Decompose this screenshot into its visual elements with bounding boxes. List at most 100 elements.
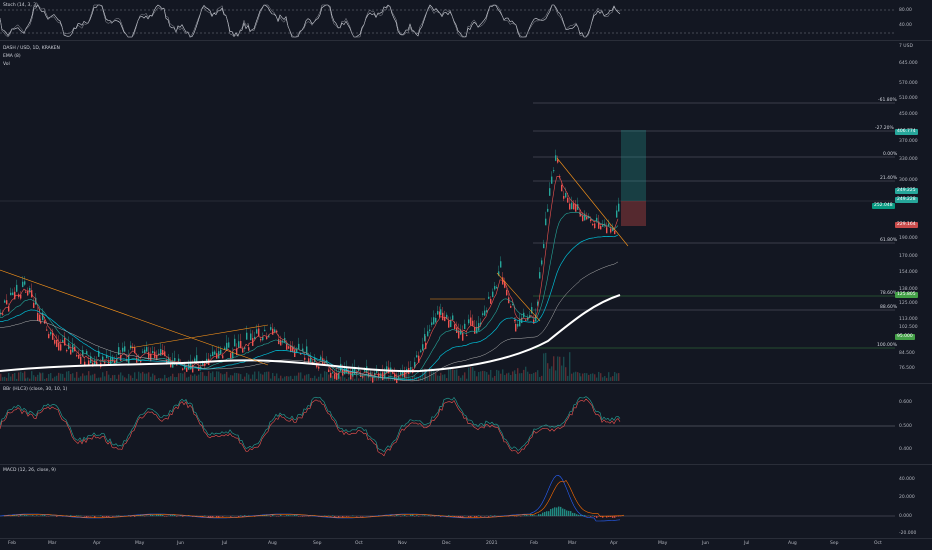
- price-tag: 95.000: [895, 334, 915, 340]
- volume-bar: [8, 372, 10, 381]
- macd-histogram-bar: [288, 515, 290, 516]
- macd-chart: [0, 474, 895, 522]
- volume-bar: [557, 356, 559, 381]
- volume-bar: [374, 377, 376, 381]
- volume-bar: [470, 366, 472, 381]
- pane-separator[interactable]: [0, 383, 932, 384]
- macd-pane[interactable]: MACD (12, 26, close, 9): [0, 465, 895, 538]
- volume-bar: [592, 373, 594, 381]
- price-axis[interactable]: 7 USD 645.000 570.000 510.000 450.000 370.000…: [872, 41, 932, 382]
- stoch-title: Stoch (14, 3, 3): [3, 3, 38, 8]
- volume-bar: [594, 374, 596, 381]
- bbr-axis[interactable]: 0.600 0.500 0.400: [895, 384, 932, 464]
- month-label: Aug: [268, 541, 277, 546]
- bbr-pane[interactable]: BBr (HLC3) (close, 30, 10, 1): [0, 384, 895, 464]
- volume-bar: [104, 376, 106, 381]
- volume-bar: [584, 372, 586, 381]
- candle: [52, 333, 54, 340]
- macd-histogram-bar: [530, 514, 532, 516]
- price-axis-label: 170.000: [899, 254, 918, 259]
- macd-histogram-bar: [88, 516, 90, 517]
- macd-histogram-bar: [456, 516, 458, 517]
- candle: [512, 304, 514, 306]
- volume-bar: [260, 373, 262, 381]
- volume-bar: [168, 377, 170, 381]
- volume-bar: [468, 367, 470, 381]
- volume-bar: [502, 369, 504, 381]
- candle: [146, 347, 148, 352]
- volume-bar: [579, 373, 581, 381]
- volume-bar: [70, 374, 72, 381]
- macd-histogram-bar: [618, 516, 620, 517]
- candle: [517, 324, 519, 327]
- stoch-axis[interactable]: 80.00 40.00: [895, 0, 932, 40]
- candle: [196, 355, 198, 364]
- volume-bar: [278, 378, 280, 381]
- candle: [242, 348, 244, 353]
- candle: [330, 372, 332, 378]
- candle: [35, 297, 37, 305]
- volume-bar: [328, 374, 330, 381]
- macd-histogram-bar: [458, 516, 460, 518]
- candle: [104, 361, 106, 364]
- volume-bar: [476, 376, 478, 381]
- volume-bar: [569, 352, 571, 381]
- candle: [306, 346, 308, 355]
- candle: [427, 331, 429, 337]
- candle: [400, 372, 402, 376]
- macd-histogram-bar: [356, 516, 358, 517]
- macd-histogram-bar: [532, 514, 534, 516]
- month-label: Oct: [874, 541, 882, 546]
- volume-bar: [580, 376, 582, 381]
- macd-histogram-bar: [454, 516, 456, 517]
- candle: [298, 343, 300, 350]
- volume-bar: [512, 371, 514, 381]
- pane-separator[interactable]: [0, 40, 932, 41]
- candle: [350, 372, 352, 380]
- macd-histogram-bar: [360, 516, 362, 517]
- price-tag: 229.164: [895, 222, 918, 228]
- price-pane[interactable]: DASH / USD, 1D, KRAKEN EMA (8) Vol -61.8…: [0, 41, 898, 384]
- volume-bar: [234, 372, 236, 381]
- candle: [429, 329, 431, 332]
- candle: [260, 338, 262, 341]
- candle: [590, 219, 592, 222]
- volume-bar: [96, 378, 98, 381]
- candle: [88, 360, 90, 365]
- macd-histogram-bar: [244, 515, 246, 516]
- macd-histogram-bar: [100, 515, 102, 516]
- candle: [510, 305, 512, 308]
- stoch-pane[interactable]: Stoch (14, 3, 3): [0, 0, 895, 40]
- macd-axis[interactable]: 40.000 20.000 0.000 -20.000: [895, 465, 932, 538]
- volume-bar: [286, 376, 288, 381]
- macd-signal-line: [3, 479, 625, 518]
- candle: [514, 320, 516, 322]
- macd-histogram-bar: [526, 515, 528, 516]
- macd-histogram-bar: [494, 515, 496, 516]
- volume-bar: [565, 367, 567, 381]
- volume-bar: [118, 374, 120, 381]
- pane-separator[interactable]: [0, 464, 932, 465]
- macd-histogram-bar: [428, 515, 430, 516]
- month-label: 2021: [486, 541, 498, 546]
- candle: [6, 300, 8, 305]
- volume-bar: [342, 375, 344, 381]
- candle: [232, 351, 234, 359]
- candle: [336, 373, 338, 380]
- candle: [394, 373, 396, 381]
- volume-bar: [16, 378, 18, 381]
- candle: [280, 340, 282, 346]
- ema-55: [0, 234, 619, 381]
- trendline: [0, 269, 269, 366]
- macd-histogram-bar: [572, 512, 574, 516]
- volume-bar: [602, 377, 604, 381]
- stoch-axis-label: 80.00: [899, 8, 912, 13]
- volume-bar: [180, 372, 182, 381]
- price-axis-label: 300.000: [899, 178, 918, 183]
- volume-bar: [598, 371, 600, 381]
- volume-bar: [610, 377, 612, 381]
- volume-bar: [48, 374, 50, 381]
- candle: [567, 197, 569, 203]
- candle: [364, 368, 366, 372]
- volume-bar: [108, 374, 110, 381]
